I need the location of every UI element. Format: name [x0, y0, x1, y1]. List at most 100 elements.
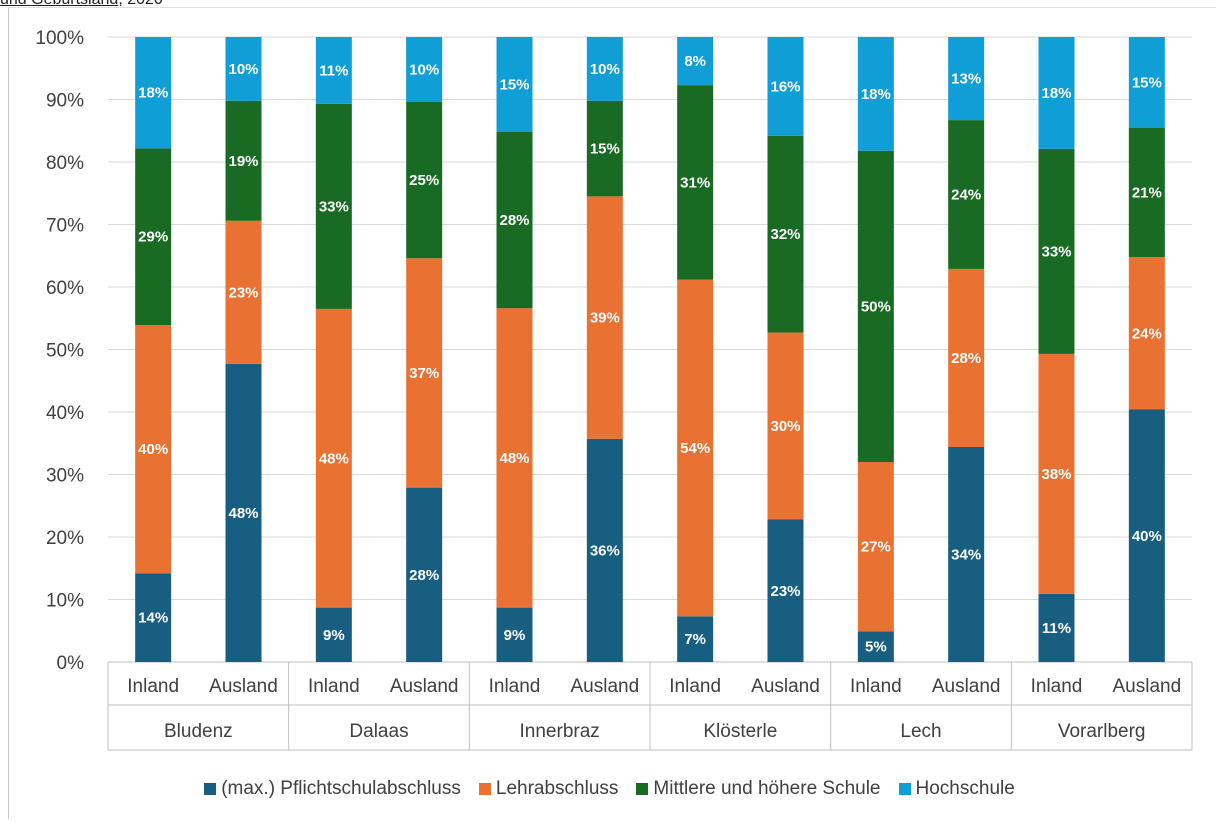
bar-segment-2	[857, 462, 894, 632]
bar-segment-4	[225, 37, 262, 101]
data-label: 25%	[409, 172, 439, 189]
x-tick-label: Ausland	[209, 676, 278, 697]
x-group-label: Dalaas	[349, 721, 408, 742]
bar-segment-3	[225, 100, 262, 221]
x-tick-label: Ausland	[390, 676, 459, 697]
bar-segment-2	[767, 332, 804, 520]
data-label: 18%	[138, 85, 168, 102]
data-label: 19%	[228, 153, 258, 170]
legend-item: Hochschule	[898, 778, 1015, 800]
bar-segment-4	[767, 37, 804, 136]
data-label: 54%	[680, 440, 710, 457]
data-label: 14%	[138, 610, 168, 627]
bar-segment-2	[406, 258, 443, 488]
data-label: 7%	[684, 631, 706, 648]
bar-segment-3	[677, 85, 714, 280]
y-tick-label: 90%	[46, 91, 84, 112]
caption-link[interactable]: und Geburtsland	[0, 0, 118, 8]
bar-segment-4	[857, 37, 894, 151]
bar-segment-2	[1038, 353, 1075, 594]
caption-suffix: , 2020	[118, 0, 162, 8]
data-label: 27%	[861, 539, 891, 556]
bar-segment-1	[496, 607, 533, 662]
legend-swatch	[636, 783, 649, 795]
y-tick-label: 50%	[46, 341, 84, 362]
x-group-label: Lech	[900, 721, 941, 742]
data-label: 11%	[1042, 620, 1071, 637]
x-tick-label: Inland	[1031, 676, 1083, 697]
bar-segment-4	[496, 37, 533, 132]
x-tick-label: Ausland	[570, 676, 639, 697]
bar-segment-1	[135, 573, 172, 662]
bar-segment-4	[315, 37, 352, 104]
data-label: 37%	[409, 365, 439, 382]
data-label: 18%	[861, 86, 891, 103]
bar-segment-1	[1128, 409, 1165, 662]
x-tick-label: Inland	[489, 676, 541, 697]
bar-segment-1	[406, 487, 443, 662]
data-label: 48%	[228, 505, 258, 522]
data-label: 29%	[138, 229, 168, 246]
bar-segment-4	[677, 37, 714, 86]
x-tick-label: Inland	[669, 676, 721, 697]
data-label: 10%	[590, 61, 620, 78]
data-label: 50%	[861, 298, 891, 315]
data-label: 34%	[951, 547, 981, 564]
chart-legend: (max.) Pflichtschulabschluss Lehrabschlus…	[0, 778, 1219, 800]
legend-item: Mittlere und höhere Schule	[636, 778, 881, 800]
data-label: 40%	[138, 441, 168, 458]
y-tick-label: 10%	[46, 591, 84, 612]
bar-segment-2	[225, 220, 262, 364]
legend-label: Hochschule	[915, 778, 1015, 799]
bar-segment-1	[225, 363, 262, 662]
x-tick-label: Ausland	[1112, 676, 1181, 697]
bar-segment-3	[135, 148, 172, 326]
data-label: 21%	[1132, 184, 1162, 201]
x-tick-label: Inland	[127, 676, 179, 697]
data-label: 36%	[590, 542, 620, 559]
data-label: 48%	[499, 450, 529, 467]
bar-segment-3	[496, 132, 533, 309]
bar-segment-1	[586, 438, 623, 662]
chart-frame	[8, 7, 1216, 819]
bar-segment-3	[948, 120, 985, 269]
bar-segment-1	[315, 607, 352, 662]
data-label: 40%	[1132, 528, 1162, 545]
data-label: 30%	[770, 418, 800, 435]
data-label: 28%	[499, 212, 529, 229]
y-tick-label: 100%	[35, 28, 84, 49]
data-label: 18%	[1041, 85, 1071, 102]
data-label: 5%	[865, 639, 887, 656]
data-label: 38%	[1041, 466, 1071, 483]
legend-label: Mittlere und höhere Schule	[653, 778, 881, 799]
data-label: 28%	[951, 350, 981, 367]
x-group-label: Bludenz	[164, 721, 233, 742]
data-label: 16%	[770, 78, 800, 95]
data-label: 13%	[951, 71, 981, 88]
y-tick-label: 0%	[57, 653, 85, 674]
bar-segment-2	[315, 308, 352, 608]
bar-segment-4	[1128, 37, 1165, 128]
bar-segment-4	[1038, 37, 1075, 149]
bar-segment-2	[677, 279, 714, 617]
bar-segment-3	[586, 100, 623, 197]
data-label: 15%	[1132, 74, 1162, 91]
bar-segment-2	[586, 196, 623, 439]
legend-label: (max.) Pflichtschulabschluss	[221, 778, 461, 799]
data-label: 10%	[409, 62, 439, 79]
data-label: 28%	[409, 567, 439, 584]
legend-swatch	[204, 783, 217, 795]
bar-segment-1	[677, 616, 714, 662]
legend-item: Lehrabschluss	[478, 778, 618, 800]
x-group-label: Innerbraz	[520, 721, 600, 742]
y-tick-label: 70%	[46, 216, 84, 237]
bar-segment-3	[857, 150, 894, 462]
data-label: 32%	[770, 226, 800, 243]
x-group-label: Klösterle	[703, 721, 777, 742]
data-label: 48%	[319, 450, 349, 467]
bar-segment-4	[135, 37, 172, 149]
chart-caption: und Geburtsland, 2020	[0, 0, 163, 9]
data-label: 9%	[504, 627, 526, 644]
data-label: 23%	[770, 583, 800, 600]
